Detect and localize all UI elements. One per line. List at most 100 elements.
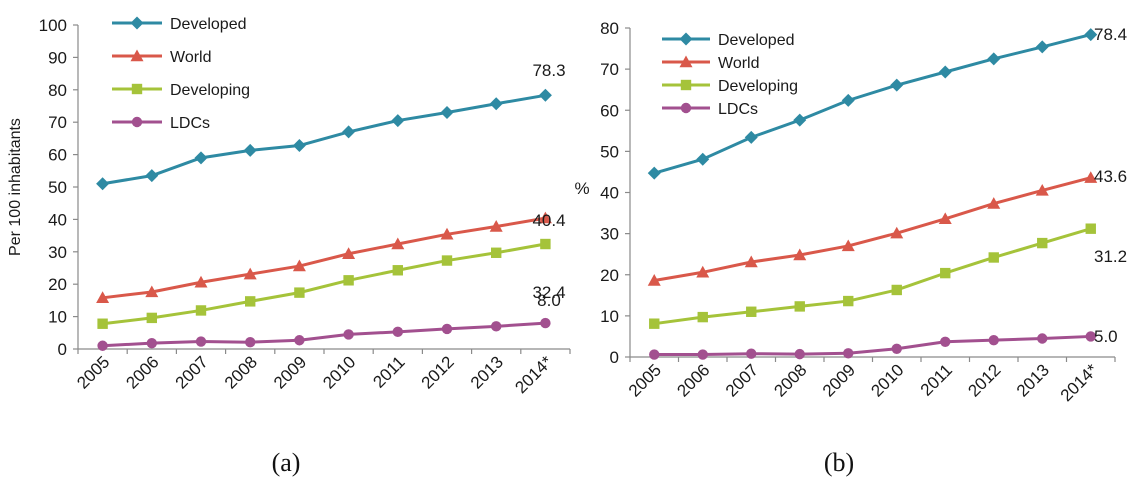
legend-marker-ldcs [131,116,143,128]
x-tick-label: 2010 [867,360,907,400]
data-point-world [194,275,208,288]
legend-label-developing: Developing [718,78,798,95]
x-tick-label: 2008 [770,360,810,400]
y-tick-label: 100 [39,16,67,35]
data-point-world [793,248,807,261]
data-point-developing [843,295,854,307]
x-tick-label: 2008 [221,352,261,392]
series-line-world [653,176,1092,282]
data-point-ldcs [1085,331,1096,342]
data-point-developed [440,105,454,119]
legend: Developed World Developing LDCs [662,32,798,118]
legend-marker-ldcs [680,102,692,114]
data-point-developing [649,318,660,329]
data-point-world [890,226,904,239]
x-tick-label: 2011 [369,352,408,391]
data-point-developed [489,97,503,111]
end-label-world: 43.6 [1094,167,1127,186]
y-tick-label: 10 [48,308,67,327]
data-point-developed [292,139,306,153]
data-point-developing [988,252,999,263]
data-point-world [1035,183,1049,196]
y-tick-label: 80 [48,81,67,100]
legend-marker-world [130,49,144,62]
y-tick-label: 0 [58,340,67,359]
data-point-developed [744,130,758,144]
y-tick-label: 20 [48,275,67,294]
x-tick-label: 2010 [319,352,359,392]
data-point-developed [841,93,855,107]
data-point-world [647,274,661,286]
data-point-developed [96,177,110,191]
data-point-ldcs [794,348,805,360]
x-tick-label: 2009 [270,352,310,392]
legend-label-world: World [170,49,212,66]
data-point-developing [392,265,403,276]
legend-label-world: World [718,55,760,72]
y-tick-label: 80 [600,19,619,38]
data-point-developed [342,125,356,139]
series-developing [649,223,1096,329]
series-line-world [102,216,546,300]
data-point-developing [891,284,902,296]
data-point-developing [245,296,256,307]
series-world [96,211,552,304]
data-point-ldcs [697,349,708,360]
data-point-developing [1037,237,1048,249]
y-tick-label: 90 [48,48,67,67]
data-point-developed [538,88,552,102]
data-point-developed [1035,40,1049,54]
data-point-world [243,267,257,280]
data-point-ldcs [940,336,951,347]
data-point-ldcs [245,336,256,348]
end-label-developing: 32.4 [532,283,565,302]
legend-marker-world [679,55,693,68]
y-tick-label: 10 [600,307,619,326]
data-point-ldcs [746,348,757,359]
data-point-developed [987,52,1001,66]
data-point-ldcs [294,335,305,346]
data-point-developed [890,78,904,92]
data-point-ldcs [540,317,551,329]
data-point-world [744,255,758,268]
data-point-developing [794,301,805,312]
x-tick-label: 2006 [673,360,713,400]
data-point-developed [243,143,257,157]
data-point-world [145,285,159,298]
data-point-ldcs [988,334,999,346]
legend: Developed World Developing LDCs [112,16,250,132]
data-point-world [1084,171,1098,183]
series-line-developing [102,242,546,326]
end-label-developed: 78.3 [532,61,565,80]
data-point-world [538,211,552,224]
data-point-developed [938,65,952,79]
data-point-developing [746,306,757,317]
y-tick-label: 40 [600,184,619,203]
y-tick-label: 30 [48,243,67,262]
series-developing [97,238,551,329]
y-tick-label: 60 [600,101,619,120]
end-label-ldcs: 8.0 [537,291,561,310]
end-label-ldcs: 5.0 [1094,327,1118,346]
x-tick-label: 2007 [722,360,762,400]
x-tick-label: 2013 [1013,360,1053,400]
data-point-developing [294,287,305,298]
series-line-ldcs [102,321,546,348]
data-point-ldcs [491,321,502,332]
x-tick-label: 2006 [122,352,162,392]
data-point-ldcs [343,329,354,340]
data-point-developing [97,318,108,329]
data-point-ldcs [843,348,854,359]
chart-caption: (a) [272,448,301,477]
data-point-world [96,291,110,304]
y-axis-title: % [574,179,589,198]
series-ldcs [97,317,551,351]
x-tick-label: 2012 [418,352,458,392]
y-tick-label: 70 [48,113,67,132]
y-tick-label: 40 [48,210,67,229]
series-developed [647,28,1098,180]
data-point-world [696,265,710,278]
data-point-developing [343,275,354,286]
